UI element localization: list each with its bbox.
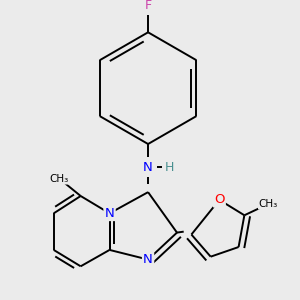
- Text: H: H: [165, 160, 174, 174]
- Text: CH₃: CH₃: [259, 199, 278, 209]
- Text: N: N: [105, 207, 114, 220]
- Text: CH₃: CH₃: [50, 174, 69, 184]
- Text: F: F: [145, 0, 152, 12]
- Text: N: N: [143, 160, 153, 174]
- Text: N: N: [143, 253, 153, 266]
- Text: O: O: [214, 194, 225, 206]
